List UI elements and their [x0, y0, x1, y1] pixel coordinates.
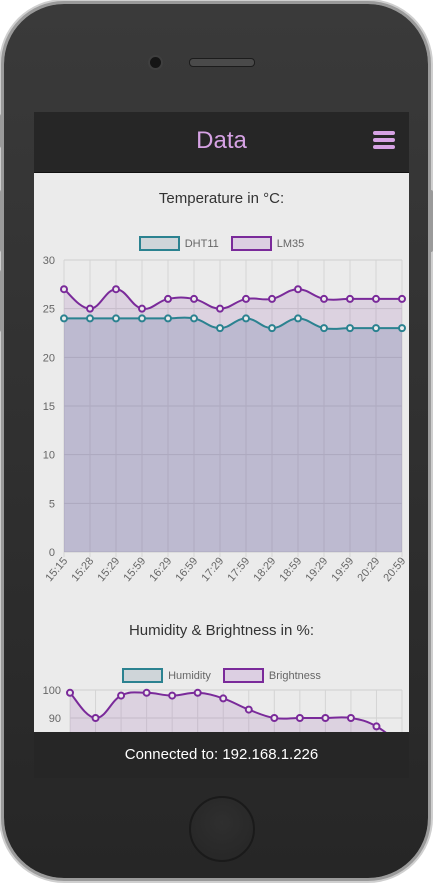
x-tick-label: 20:29	[355, 555, 382, 584]
y-tick-label: 90	[49, 713, 61, 725]
speaker-grille	[189, 58, 255, 67]
y-tick-label: 100	[43, 685, 61, 697]
y-tick-label: 15	[43, 401, 55, 413]
data-point-brightness	[219, 694, 228, 703]
humidity-chart: 100 90	[43, 685, 403, 732]
data-point-lm35	[190, 294, 198, 303]
data-point-lm35	[138, 304, 146, 313]
data-point-lm35	[372, 294, 380, 303]
data-point-brightness	[91, 714, 100, 722]
data-point-dht11	[346, 324, 354, 333]
data-point-dht11	[372, 324, 380, 333]
data-point-lm35	[268, 294, 276, 303]
data-point-dht11	[398, 324, 406, 333]
data-point-lm35	[320, 294, 328, 303]
data-point-brightness	[244, 705, 253, 714]
data-point-dht11	[164, 314, 172, 323]
legend-label-lm35: LM35	[276, 237, 305, 250]
data-point-dht11	[294, 314, 302, 323]
legend-label-brightness: Brightness	[268, 669, 321, 682]
data-point-brightness	[66, 688, 74, 697]
x-tick-label: 15:28	[69, 555, 96, 584]
data-point-dht11	[320, 324, 328, 333]
data-point-lm35	[242, 294, 250, 303]
humidity-chart-title: Humidity & Brightness in %:	[128, 622, 315, 639]
legend-item-dht11[interactable]: DHT11	[138, 236, 219, 251]
data-point-dht11	[60, 314, 68, 323]
data-point-lm35	[164, 294, 172, 303]
camera-icon	[148, 55, 163, 70]
series-area-brightness	[70, 692, 386, 732]
temperature-chart: 0 5 10 15 20 25 30 15:15 15:28 15:29 15:59 16:29 16:…	[43, 255, 409, 584]
data-point-brightness	[321, 714, 330, 722]
page-title: Data	[196, 127, 247, 154]
data-point-lm35	[398, 294, 406, 303]
legend-item-brightness[interactable]: Brightness	[222, 668, 321, 683]
connection-status: Connected to: 192.168.1.226	[34, 732, 409, 778]
y-tick-label: 20	[43, 352, 55, 364]
phone-frame: Data Temperature in °C: DHT11 LM35 0 5 10 1…	[0, 4, 433, 878]
data-point-lm35	[112, 285, 120, 294]
x-tick-label: 18:59	[277, 555, 304, 584]
data-point-dht11	[268, 324, 276, 333]
data-point-dht11	[190, 314, 198, 323]
hamburger-menu-icon[interactable]	[373, 131, 395, 149]
x-tick-label: 16:59	[173, 555, 200, 584]
data-point-dht11	[112, 314, 120, 323]
x-tick-label: 20:59	[381, 555, 408, 584]
y-tick-label: 5	[49, 498, 55, 510]
legend-item-humidity[interactable]: Humidity	[122, 668, 211, 683]
legend-item-lm35[interactable]: LM35	[230, 236, 305, 251]
x-tick-label: 19:59	[329, 555, 356, 584]
home-button[interactable]	[189, 796, 255, 862]
data-point-dht11	[86, 314, 94, 323]
legend-swatch-lm35	[230, 236, 272, 251]
humidity-legend: Humidity Brightness	[34, 668, 409, 683]
legend-label-dht11: DHT11	[184, 237, 219, 250]
legend-swatch-humidity	[122, 668, 164, 683]
data-point-brightness	[193, 688, 202, 697]
series-area-lm35	[64, 289, 402, 552]
x-tick-label: 16:29	[147, 555, 174, 584]
data-point-dht11	[138, 314, 146, 323]
x-tick-label: 18:29	[251, 555, 278, 584]
data-point-dht11	[242, 314, 250, 323]
volume-up-button	[0, 190, 1, 252]
x-tick-label: 17:29	[199, 555, 226, 584]
temperature-chart-title: Temperature in °C:	[158, 190, 285, 207]
y-tick-label: 10	[43, 450, 55, 462]
data-point-lm35	[216, 304, 224, 313]
y-tick-label: 30	[43, 255, 55, 267]
data-point-lm35	[60, 285, 68, 294]
legend-swatch-dht11	[138, 236, 180, 251]
data-point-brightness	[372, 722, 381, 731]
data-point-brightness	[270, 714, 279, 722]
power-button	[429, 190, 433, 252]
data-point-lm35	[294, 285, 302, 294]
legend-label-humidity: Humidity	[168, 669, 211, 682]
legend-swatch-brightness	[222, 668, 264, 683]
data-point-brightness	[168, 691, 177, 700]
y-tick-label: 25	[43, 304, 55, 316]
screen: Data Temperature in °C: DHT11 LM35 0 5 10 1…	[34, 112, 409, 778]
volume-down-button	[0, 270, 1, 332]
data-point-brightness	[142, 688, 151, 697]
temperature-legend: DHT11 LM35	[34, 236, 409, 251]
y-tick-label: 0	[49, 547, 55, 559]
series-area-dht11	[64, 317, 402, 552]
data-point-lm35	[346, 294, 354, 303]
x-tick-label: 15:29	[95, 555, 122, 584]
data-point-brightness	[346, 714, 355, 722]
data-point-brightness	[295, 714, 304, 722]
x-tick-label: 15:15	[43, 555, 70, 584]
charts-area[interactable]: Temperature in °C: DHT11 LM35 0 5 10 15 20 25…	[34, 172, 409, 732]
x-tick-label: 15:59	[121, 555, 148, 584]
x-tick-label: 17:59	[225, 555, 252, 584]
data-point-lm35	[86, 304, 94, 313]
mute-switch	[0, 114, 1, 148]
x-tick-label: 19:29	[303, 555, 330, 584]
data-point-dht11	[216, 324, 224, 333]
data-point-brightness	[117, 691, 126, 700]
top-bar: Data	[34, 112, 409, 173]
